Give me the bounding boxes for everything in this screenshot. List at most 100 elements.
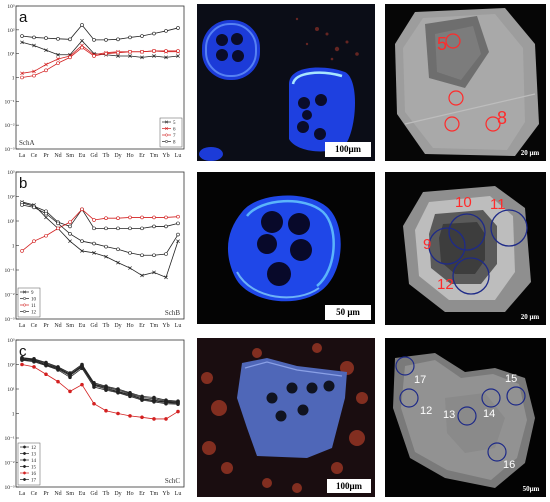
data-point: [104, 254, 108, 259]
data-point: [152, 253, 156, 258]
bse-image-c-art: [385, 338, 546, 497]
y-tick-label: 10²: [7, 28, 15, 34]
x-tick-label: Eu: [79, 323, 86, 329]
data-point: [128, 394, 132, 399]
data-point: [116, 54, 120, 58]
data-point: [80, 45, 84, 50]
spot-label-5: 5: [437, 34, 448, 54]
x-tick-label: Sm: [66, 153, 74, 159]
y-tick-label: 10⁻³: [4, 317, 14, 323]
data-point: [92, 251, 96, 255]
chart-c-svg: 10³ 10² 10¹ 1 10⁻¹ 10⁻² 10⁻³ La Ce Pr Nd Sm Eu Gd Tb Dy…: [4, 338, 185, 497]
data-point: [68, 239, 72, 244]
series-line-7: [21, 47, 178, 78]
legend-label: 9: [31, 291, 34, 296]
data-point: [44, 211, 48, 216]
series-line-12: [21, 204, 179, 256]
data-point: [20, 40, 24, 45]
cl-image-a-art: [197, 4, 375, 161]
x-tick-label: Dy: [114, 153, 121, 159]
data-point: [104, 244, 108, 249]
y-tick-label: 10³: [7, 170, 15, 176]
data-point: [32, 359, 36, 364]
data-point: [32, 69, 36, 74]
data-point: [176, 54, 180, 58]
legend-box: [17, 442, 41, 486]
data-point: [140, 273, 144, 278]
cl-image-b: 50 μm: [197, 172, 375, 324]
data-point: [164, 55, 168, 60]
x-tick-label: Ce: [31, 323, 38, 329]
data-point: [152, 400, 156, 404]
bse-scale-bar-c: 50μm: [522, 485, 540, 493]
data-point: [116, 390, 120, 395]
data-point: [128, 49, 132, 54]
cl-scale-bar-b: 50 μm: [325, 305, 371, 320]
legend-label: 15: [31, 465, 37, 470]
data-point: [44, 68, 48, 73]
data-point: [152, 31, 156, 36]
series-line-13: [21, 357, 179, 403]
x-tick-label: Gd: [90, 491, 97, 497]
x-tick-label: Yb: [162, 323, 169, 329]
crystal-grain-1: [202, 20, 260, 80]
data-point: [164, 215, 168, 220]
series-line-14: [21, 358, 179, 403]
data-point: [32, 73, 36, 78]
x-tick-label: Pr: [43, 153, 48, 159]
legend-label: 11: [31, 304, 36, 309]
cl-image-c: 100μm: [197, 338, 375, 497]
data-point: [32, 365, 36, 369]
data-point: [32, 43, 36, 48]
x-tick-label: Nd: [54, 153, 61, 159]
spot-label-9: 9: [423, 236, 432, 253]
y-tick-label: 10¹: [7, 387, 15, 393]
data-point: [92, 385, 96, 389]
x-tick-label: Tm: [150, 491, 159, 497]
data-point: [128, 54, 132, 58]
data-point: [56, 368, 60, 372]
data-point: [176, 214, 180, 219]
x-tick-label: Ce: [31, 491, 38, 497]
data-point: [56, 379, 60, 384]
y-tick-label: 10⁻²: [4, 293, 14, 299]
data-point: [152, 417, 156, 421]
y-tick-label: 10⁻¹: [4, 268, 14, 274]
data-point: [80, 23, 84, 27]
legend-label: 7: [173, 134, 176, 139]
data-point: [176, 402, 180, 406]
x-tick-label: Eu: [79, 153, 86, 159]
data-point: [176, 232, 180, 237]
y-tick-label: 10²: [7, 363, 15, 369]
x-tick-label: Tm: [150, 323, 159, 329]
y-tick-label: 10⁻²: [4, 123, 14, 129]
spot-label-14: 14: [483, 408, 496, 420]
data-point: [176, 409, 180, 414]
data-point: [80, 38, 84, 43]
data-point: [56, 37, 60, 41]
data-point: [104, 388, 108, 392]
y-tick-label: 10⁻³: [4, 485, 14, 491]
x-tick-label: Lu: [175, 491, 182, 497]
data-point: [92, 54, 96, 58]
x-tick-label: Nd: [54, 491, 61, 497]
bse-image-b: 10 11 9 12 20 μm: [385, 172, 546, 325]
bse-scale-bar-b: 20 μm: [520, 313, 540, 321]
data-point: [128, 226, 132, 231]
data-point: [104, 408, 108, 413]
x-tick-label: Sm: [66, 491, 74, 497]
x-tick-label: Yb: [162, 491, 169, 497]
bse-image-a: 5 8 20 μm: [385, 4, 546, 161]
cl-image-a: 100μm: [197, 4, 375, 161]
series-line-5: [21, 40, 179, 58]
spot-label-12: 12: [437, 276, 454, 293]
cl-scale-bar-c: 100μm: [327, 479, 371, 493]
crystal-grain-3: [227, 195, 341, 302]
spot-label-8: 8: [497, 108, 508, 128]
spot-label-16: 16: [503, 459, 516, 471]
bse-image-c: 17 15 12 13 14 16 50μm: [385, 338, 546, 497]
data-point: [80, 366, 84, 371]
series-line-15: [21, 359, 179, 404]
chart-b: 10³ 10² 10¹ 1 10⁻¹ 10⁻² 10⁻³ La Ce Pr Nd Sm Eu Gd Tb Dy…: [0, 166, 190, 333]
x-tick-label: Lu: [175, 323, 182, 329]
